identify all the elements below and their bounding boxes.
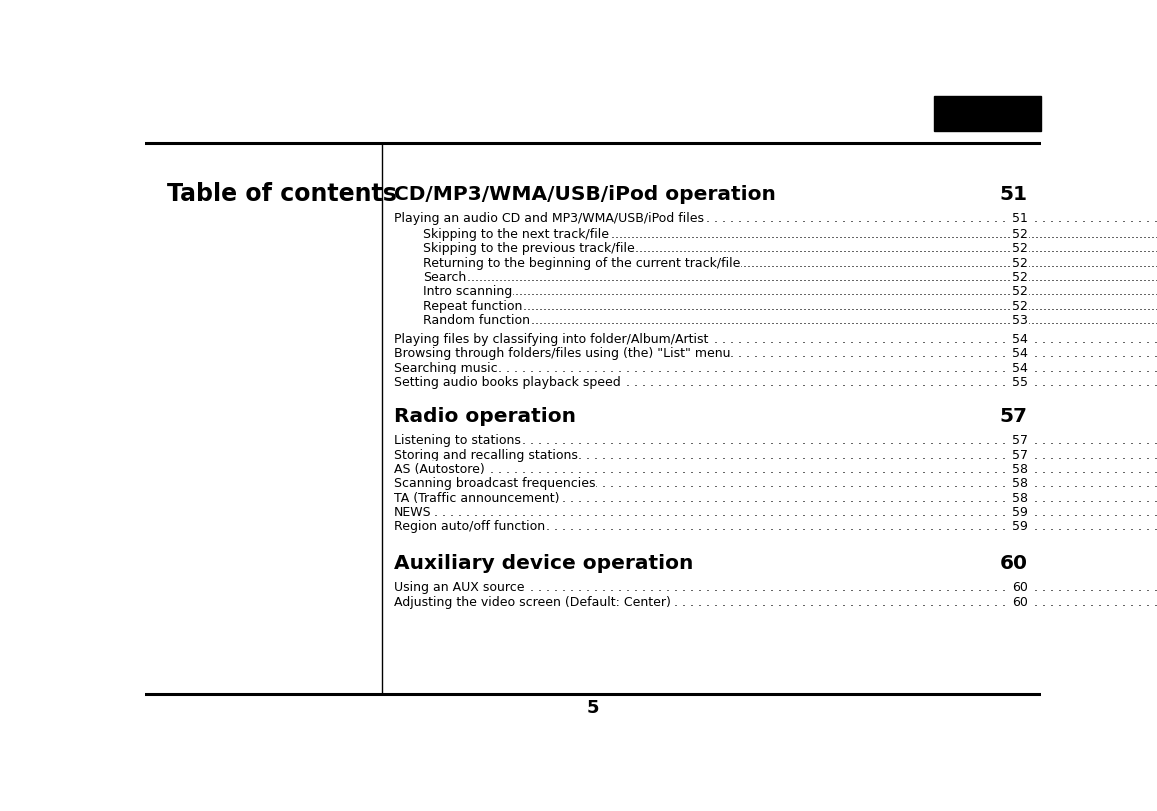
Text: Skipping to the next track/file: Skipping to the next track/file [423, 228, 610, 241]
Text: Setting audio books playback speed: Setting audio books playback speed [393, 375, 620, 388]
Text: 54: 54 [1012, 361, 1027, 374]
Text: 54: 54 [1012, 333, 1027, 345]
Text: . . . . . . . . . . . . . . . . . . . . . . . . . . . . . . . . . . . . . . . . : . . . . . . . . . . . . . . . . . . . . … [393, 462, 1157, 475]
Text: Playing files by classifying into folder/Album/Artist: Playing files by classifying into folder… [393, 333, 708, 345]
Text: ................................................................................: ........................................… [423, 256, 1157, 269]
Bar [934, 97, 1041, 131]
Text: Intro scanning: Intro scanning [423, 285, 513, 298]
Text: . . . . . . . . . . . . . . . . . . . . . . . . . . . . . . . . . . . . . . . . : . . . . . . . . . . . . . . . . . . . . … [393, 361, 1157, 374]
Text: Listening to stations: Listening to stations [393, 434, 521, 447]
Text: 51: 51 [1012, 212, 1027, 225]
Text: Storing and recalling stations: Storing and recalling stations [393, 448, 577, 461]
Text: 60: 60 [1012, 594, 1027, 607]
Text: . . . . . . . . . . . . . . . . . . . . . . . . . . . . . . . . . . . . . . . . : . . . . . . . . . . . . . . . . . . . . … [393, 333, 1157, 345]
Text: 57: 57 [1012, 448, 1027, 461]
Text: ................................................................................: ........................................… [423, 228, 1157, 241]
Text: ................................................................................: ........................................… [423, 242, 1157, 255]
Text: AS (Autostore): AS (Autostore) [393, 462, 485, 475]
Text: 58: 58 [1012, 477, 1027, 490]
Text: 51: 51 [1000, 185, 1027, 204]
Text: 60: 60 [1012, 581, 1027, 594]
Text: . . . . . . . . . . . . . . . . . . . . . . . . . . . . . . . . . . . . . . . . : . . . . . . . . . . . . . . . . . . . . … [393, 477, 1157, 490]
Text: 53: 53 [1012, 314, 1027, 327]
Text: 58: 58 [1012, 462, 1027, 475]
Text: Skipping to the previous track/file: Skipping to the previous track/file [423, 242, 635, 255]
Text: 52: 52 [1012, 271, 1027, 284]
Text: 52: 52 [1012, 242, 1027, 255]
Text: Random function: Random function [423, 314, 531, 327]
Text: TA (Traffic announcement): TA (Traffic announcement) [393, 491, 559, 504]
Text: Region auto/off function: Region auto/off function [393, 520, 545, 533]
Text: ................................................................................: ........................................… [423, 271, 1157, 284]
Text: ................................................................................: ........................................… [423, 314, 1157, 327]
Text: . . . . . . . . . . . . . . . . . . . . . . . . . . . . . . . . . . . . . . . . : . . . . . . . . . . . . . . . . . . . . … [393, 347, 1157, 360]
Text: 5: 5 [587, 697, 599, 716]
Text: . . . . . . . . . . . . . . . . . . . . . . . . . . . . . . . . . . . . . . . . : . . . . . . . . . . . . . . . . . . . . … [393, 594, 1157, 607]
Text: 52: 52 [1012, 285, 1027, 298]
Text: 60: 60 [1000, 553, 1027, 572]
Text: Auxiliary device operation: Auxiliary device operation [393, 553, 693, 572]
Text: Adjusting the video screen (Default: Center): Adjusting the video screen (Default: Cen… [393, 594, 671, 607]
Text: . . . . . . . . . . . . . . . . . . . . . . . . . . . . . . . . . . . . . . . . : . . . . . . . . . . . . . . . . . . . . … [393, 375, 1157, 388]
Text: . . . . . . . . . . . . . . . . . . . . . . . . . . . . . . . . . . . . . . . . : . . . . . . . . . . . . . . . . . . . . … [393, 434, 1157, 447]
Text: . . . . . . . . . . . . . . . . . . . . . . . . . . . . . . . . . . . . . . . . : . . . . . . . . . . . . . . . . . . . . … [393, 581, 1157, 594]
Text: 58: 58 [1012, 491, 1027, 504]
Text: Searching music: Searching music [393, 361, 498, 374]
Text: Scanning broadcast frequencies: Scanning broadcast frequencies [393, 477, 596, 490]
Text: . . . . . . . . . . . . . . . . . . . . . . . . . . . . . . . . . . . . . . . . : . . . . . . . . . . . . . . . . . . . . … [393, 520, 1157, 533]
Text: Search: Search [423, 271, 466, 284]
Text: Playing an audio CD and MP3/WMA/USB/iPod files: Playing an audio CD and MP3/WMA/USB/iPod… [393, 212, 703, 225]
Text: . . . . . . . . . . . . . . . . . . . . . . . . . . . . . . . . . . . . . . . . : . . . . . . . . . . . . . . . . . . . . … [393, 212, 1157, 225]
Text: 59: 59 [1012, 520, 1027, 533]
Text: Returning to the beginning of the current track/file: Returning to the beginning of the curren… [423, 256, 740, 269]
Text: Using an AUX source: Using an AUX source [393, 581, 524, 594]
Text: 57: 57 [1000, 406, 1027, 425]
Text: 52: 52 [1012, 256, 1027, 269]
Text: Browsing through folders/files using (the) "List" menu: Browsing through folders/files using (th… [393, 347, 730, 360]
Text: ................................................................................: ........................................… [423, 299, 1157, 312]
Text: 57: 57 [1012, 434, 1027, 447]
Text: 54: 54 [1012, 347, 1027, 360]
Text: CD/MP3/WMA/USB/iPod operation: CD/MP3/WMA/USB/iPod operation [393, 185, 776, 204]
Text: 59: 59 [1012, 505, 1027, 518]
Text: Repeat function: Repeat function [423, 299, 523, 312]
Text: ................................................................................: ........................................… [423, 285, 1157, 298]
Text: Table of contents: Table of contents [167, 182, 397, 206]
Text: . . . . . . . . . . . . . . . . . . . . . . . . . . . . . . . . . . . . . . . . : . . . . . . . . . . . . . . . . . . . . … [393, 491, 1157, 504]
Text: Radio operation: Radio operation [393, 406, 576, 425]
Text: 52: 52 [1012, 228, 1027, 241]
Text: 55: 55 [1012, 375, 1027, 388]
Text: NEWS: NEWS [393, 505, 432, 518]
Text: 52: 52 [1012, 299, 1027, 312]
Text: . . . . . . . . . . . . . . . . . . . . . . . . . . . . . . . . . . . . . . . . : . . . . . . . . . . . . . . . . . . . . … [393, 448, 1157, 461]
Text: . . . . . . . . . . . . . . . . . . . . . . . . . . . . . . . . . . . . . . . . : . . . . . . . . . . . . . . . . . . . . … [393, 505, 1157, 518]
